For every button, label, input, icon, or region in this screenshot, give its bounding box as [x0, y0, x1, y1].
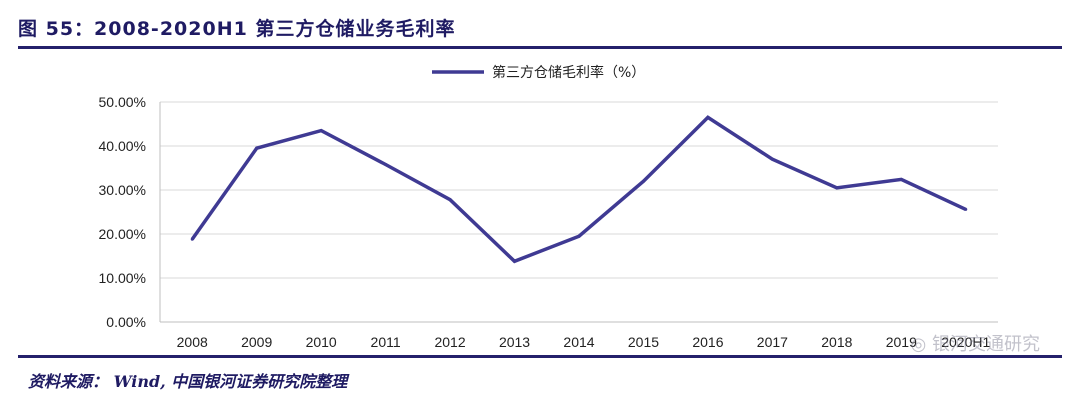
data-point	[835, 186, 839, 190]
x-tick-label: 2019	[886, 334, 917, 350]
watermark-text: 银河交通研究	[932, 334, 1040, 355]
y-tick-label: 10.00%	[99, 270, 146, 286]
y-tick-label: 20.00%	[99, 226, 146, 242]
y-tick-label: 50.00%	[99, 94, 146, 110]
x-tick-label: 2015	[628, 334, 659, 350]
x-tick-label: 2014	[563, 334, 594, 350]
data-point	[964, 207, 968, 211]
figure-footer: 资料来源： Wind, 中国银河证券研究院整理	[18, 355, 1062, 398]
x-tick-label: 2013	[499, 334, 530, 350]
x-tick-label: 2020H1	[941, 334, 990, 350]
wechat-icon: ◎	[910, 334, 932, 355]
x-tick-label: 2009	[241, 334, 272, 350]
data-point	[384, 162, 388, 166]
figure-source: 资料来源： Wind, 中国银河证券研究院整理	[28, 372, 348, 391]
data-point	[319, 129, 323, 133]
data-point	[770, 157, 774, 161]
data-point	[255, 146, 259, 150]
y-tick-label: 0.00%	[106, 314, 146, 330]
x-tick-label: 2018	[821, 334, 852, 350]
x-tick-label: 2017	[757, 334, 788, 350]
data-point	[448, 198, 452, 202]
y-tick-label: 40.00%	[99, 138, 146, 154]
x-tick-label: 2016	[692, 334, 723, 350]
x-tick-label: 2012	[434, 334, 465, 350]
series-line	[190, 115, 967, 264]
x-tick-label: 2011	[371, 334, 401, 350]
figure-header: 图 55：2008-2020H1 第三方仓储业务毛利率	[18, 6, 1062, 49]
figure-title: 图 55：2008-2020H1 第三方仓储业务毛利率	[18, 18, 456, 40]
data-point	[190, 237, 194, 241]
watermark: ◎ 银河交通研究	[911, 330, 1040, 356]
data-point	[577, 234, 581, 238]
data-point	[513, 259, 517, 263]
data-point	[641, 179, 645, 183]
data-point	[706, 115, 710, 119]
y-tick-label: 30.00%	[99, 182, 146, 198]
x-tick-label: 2010	[306, 334, 337, 350]
x-tick-label: 2008	[177, 334, 208, 350]
legend-label: 第三方仓储毛利率（%）	[492, 64, 645, 81]
line-chart: 0.00% 10.00% 20.00% 30.00% 40.00% 50.00% 2008 2…	[99, 64, 998, 350]
data-point	[899, 177, 903, 181]
